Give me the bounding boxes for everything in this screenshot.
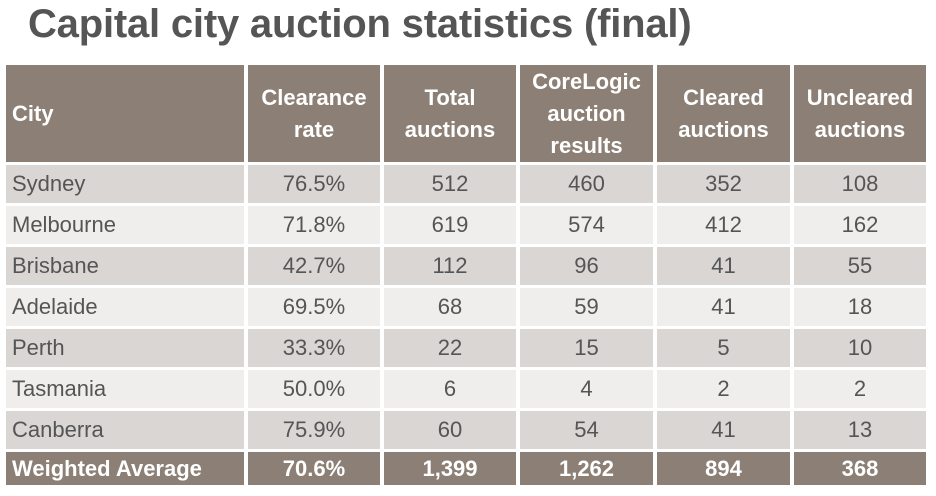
cell-city: Tasmania <box>6 370 244 408</box>
cell-city: Melbourne <box>6 206 244 244</box>
cell-corelogic-results: 460 <box>520 165 653 203</box>
cell-clearance-rate: 69.5% <box>248 288 380 326</box>
cell-corelogic-results: 574 <box>520 206 653 244</box>
header-line: results <box>550 132 623 158</box>
cell-total-auctions: 6 <box>384 370 516 408</box>
cell-total-auctions: 60 <box>384 411 516 449</box>
cell-corelogic-results: 15 <box>520 329 653 367</box>
cell-cleared-auctions: 5 <box>657 329 790 367</box>
header-line: auctions <box>678 116 769 142</box>
column-header-clearance-rate: Clearance rate <box>248 65 380 162</box>
header-line: auctions <box>404 116 496 142</box>
cell-city: Sydney <box>6 165 244 203</box>
cell-corelogic-results: 96 <box>520 247 653 285</box>
cell-cleared-auctions: 41 <box>657 247 790 285</box>
cell-cleared-auctions: 412 <box>657 206 790 244</box>
page-title: Capital city auction statistics (final) <box>28 2 692 46</box>
cell-corelogic-results: 4 <box>520 370 653 408</box>
header-line: Cleared <box>683 84 764 110</box>
header-line: auction <box>547 100 626 126</box>
cell-uncleared-auctions: 368 <box>794 452 926 485</box>
cell-cleared-auctions: 352 <box>657 165 790 203</box>
cell-uncleared-auctions: 2 <box>794 370 926 408</box>
table-row-perth: Perth 33.3% 22 15 5 10 <box>6 329 926 367</box>
cell-cleared-auctions: 41 <box>657 288 790 326</box>
header-line: Uncleared <box>806 84 914 110</box>
table-row-brisbane: Brisbane 42.7% 112 96 41 55 <box>6 247 926 285</box>
cell-uncleared-auctions: 55 <box>794 247 926 285</box>
cell-uncleared-auctions: 108 <box>794 165 926 203</box>
cell-clearance-rate: 33.3% <box>248 329 380 367</box>
cell-uncleared-auctions: 18 <box>794 288 926 326</box>
auction-stats-table: City Clearance rate Total auctions CoreL… <box>2 62 930 488</box>
table-row-canberra: Canberra 75.9% 60 54 41 13 <box>6 411 926 449</box>
cell-total-auctions: 112 <box>384 247 516 285</box>
cell-total-auctions: 1,399 <box>384 452 516 485</box>
column-header-city: City <box>6 65 244 162</box>
table-row-tasmania: Tasmania 50.0% 6 4 2 2 <box>6 370 926 408</box>
cell-clearance-rate: 71.8% <box>248 206 380 244</box>
cell-uncleared-auctions: 13 <box>794 411 926 449</box>
cell-city: Canberra <box>6 411 244 449</box>
cell-uncleared-auctions: 10 <box>794 329 926 367</box>
cell-city: Adelaide <box>6 288 244 326</box>
header-line: Total <box>424 84 476 110</box>
cell-city: Weighted Average <box>6 452 244 485</box>
cell-uncleared-auctions: 162 <box>794 206 926 244</box>
column-header-total-auctions: Total auctions <box>384 65 516 162</box>
header-line: rate <box>293 116 335 142</box>
header-line: Clearance <box>261 84 367 110</box>
cell-total-auctions: 512 <box>384 165 516 203</box>
cell-clearance-rate: 76.5% <box>248 165 380 203</box>
cell-cleared-auctions: 41 <box>657 411 790 449</box>
cell-clearance-rate: 70.6% <box>248 452 380 485</box>
cell-cleared-auctions: 2 <box>657 370 790 408</box>
cell-city: Perth <box>6 329 244 367</box>
table-row-melbourne: Melbourne 71.8% 619 574 412 162 <box>6 206 926 244</box>
cell-total-auctions: 22 <box>384 329 516 367</box>
header-line: auctions <box>814 116 906 142</box>
cell-clearance-rate: 75.9% <box>248 411 380 449</box>
cell-clearance-rate: 42.7% <box>248 247 380 285</box>
cell-total-auctions: 68 <box>384 288 516 326</box>
cell-corelogic-results: 1,262 <box>520 452 653 485</box>
table-row-weighted-average: Weighted Average 70.6% 1,399 1,262 894 3… <box>6 452 926 485</box>
table-header-row: City Clearance rate Total auctions CoreL… <box>6 65 926 162</box>
column-header-cleared-auctions: Cleared auctions <box>657 65 790 162</box>
column-header-corelogic-results: CoreLogic auction results <box>520 65 653 162</box>
cell-corelogic-results: 54 <box>520 411 653 449</box>
column-header-uncleared-auctions: Uncleared auctions <box>794 65 926 162</box>
header-line: CoreLogic <box>532 68 641 94</box>
cell-clearance-rate: 50.0% <box>248 370 380 408</box>
cell-cleared-auctions: 894 <box>657 452 790 485</box>
table-row-adelaide: Adelaide 69.5% 68 59 41 18 <box>6 288 926 326</box>
cell-total-auctions: 619 <box>384 206 516 244</box>
table-row-sydney: Sydney 76.5% 512 460 352 108 <box>6 165 926 203</box>
header-line: City <box>12 100 54 126</box>
cell-city: Brisbane <box>6 247 244 285</box>
cell-corelogic-results: 59 <box>520 288 653 326</box>
